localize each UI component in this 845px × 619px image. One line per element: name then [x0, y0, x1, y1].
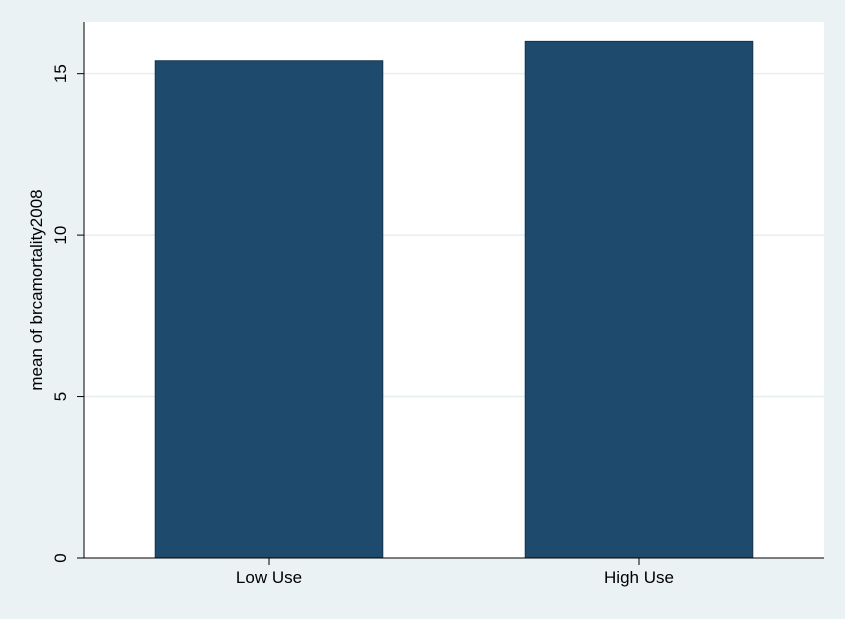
y-tick-label: 15 [51, 64, 70, 83]
x-tick-label: High Use [604, 568, 674, 587]
bar-high-use [524, 40, 754, 559]
bars [154, 40, 754, 559]
y-tick-label: 0 [51, 553, 70, 562]
bar-low-use [154, 60, 384, 559]
y-tick-label: 5 [51, 392, 70, 401]
y-ticks: 0 5 10 15 [51, 64, 84, 563]
x-tick-label: Low Use [236, 568, 302, 587]
y-axis-label: mean of brcamortality2008 [27, 189, 46, 390]
y-tick-label: 10 [51, 226, 70, 245]
x-tick-labels: Low Use High Use [236, 558, 674, 587]
